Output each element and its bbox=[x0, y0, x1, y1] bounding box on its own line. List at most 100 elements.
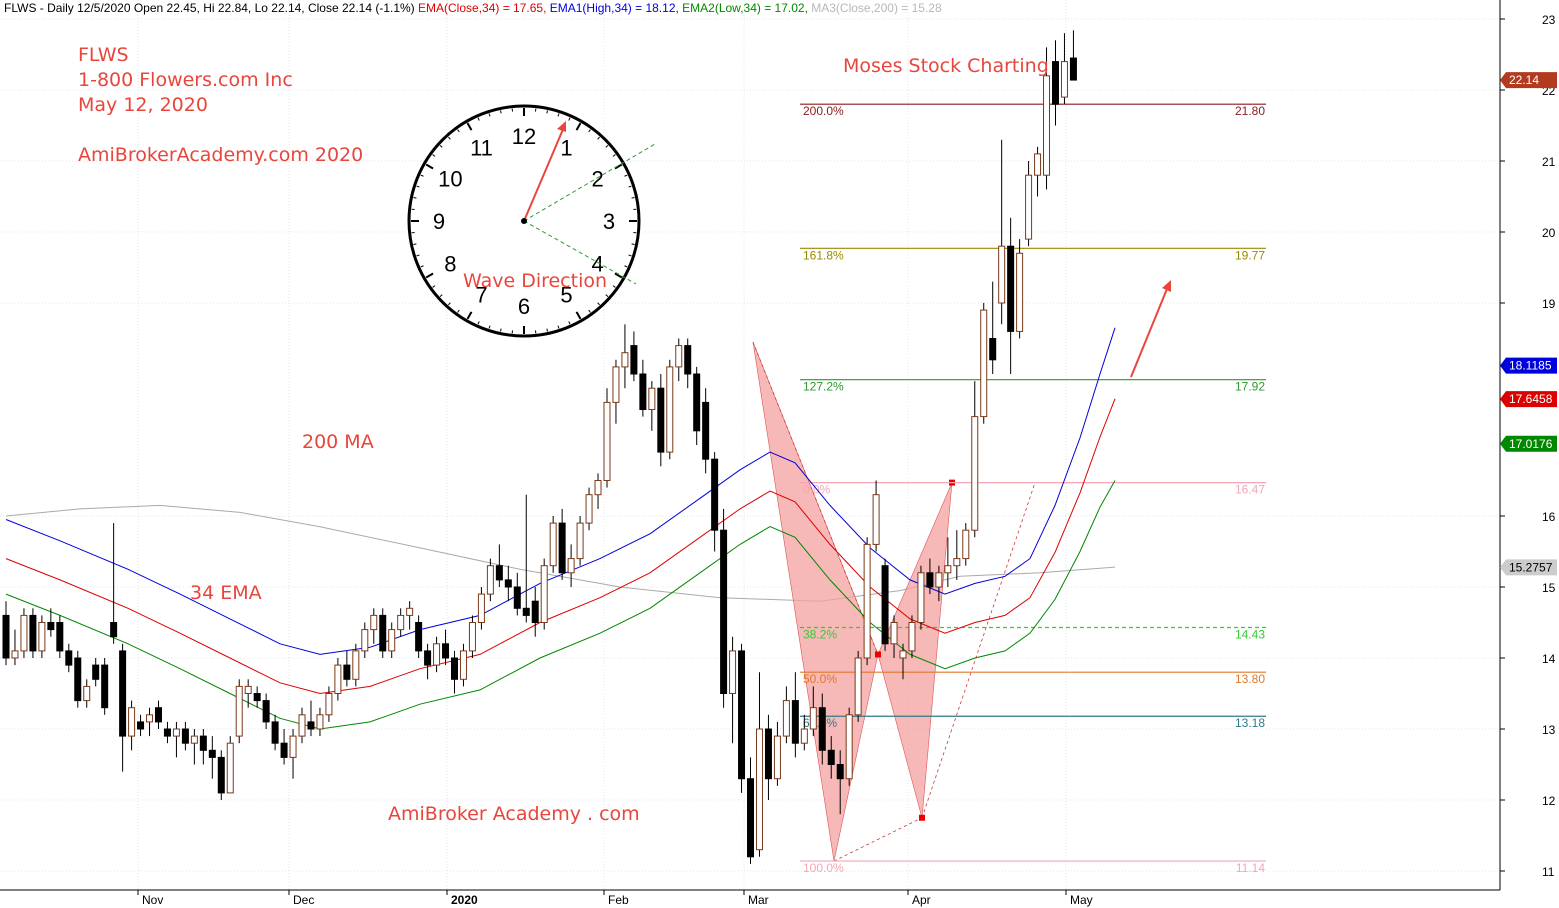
ema-close-line bbox=[5, 398, 1116, 695]
price-tick-label: 20 bbox=[1542, 226, 1556, 240]
candle-body-up bbox=[83, 685, 91, 702]
candle bbox=[755, 672, 763, 857]
candle-body-up bbox=[1060, 61, 1068, 98]
fib-value-label: 17.92 bbox=[1235, 380, 1265, 394]
candle bbox=[702, 388, 710, 474]
candle-body-down bbox=[881, 565, 889, 645]
candle bbox=[971, 381, 979, 538]
candle bbox=[881, 558, 889, 651]
fib-value-label: 21.80 bbox=[1235, 104, 1265, 118]
clock-tick bbox=[488, 325, 491, 329]
clock-tick bbox=[568, 117, 571, 121]
clock-tick bbox=[631, 243, 635, 245]
clock-tick bbox=[477, 321, 480, 325]
candle-body-up bbox=[944, 565, 952, 574]
date-tick-label: May bbox=[1070, 893, 1093, 907]
date-tick-label: Dec bbox=[293, 893, 314, 907]
candle bbox=[83, 679, 91, 708]
candle bbox=[558, 508, 566, 580]
candle bbox=[612, 359, 620, 424]
value-tag: 17.6458 bbox=[1500, 391, 1557, 408]
fib-pct-label: 100.0% bbox=[803, 861, 844, 875]
price-tick-label: 16 bbox=[1542, 510, 1556, 524]
clock-tick bbox=[631, 197, 635, 199]
candle-body-up bbox=[953, 558, 961, 567]
candle bbox=[137, 714, 145, 737]
candle bbox=[917, 565, 925, 630]
candle-body-down bbox=[747, 778, 755, 858]
clock-tick bbox=[432, 154, 436, 157]
candle-body-up bbox=[146, 714, 154, 723]
candle-body-up bbox=[1034, 153, 1042, 176]
fib-value-label: 11.14 bbox=[1236, 861, 1265, 875]
candle bbox=[334, 658, 342, 701]
candle-body-up bbox=[729, 650, 737, 695]
value-tag-label: 15.2757 bbox=[1509, 560, 1553, 574]
clock-number: 9 bbox=[433, 209, 445, 234]
candle bbox=[809, 686, 817, 737]
candle-body-up bbox=[38, 622, 46, 652]
candle bbox=[1034, 146, 1042, 197]
candle bbox=[289, 729, 297, 779]
candle bbox=[738, 643, 746, 793]
header-ema-low: EMA2(Low,34) = 17.02, bbox=[678, 1, 808, 15]
clock-tick bbox=[457, 309, 460, 313]
candle-body-down bbox=[639, 373, 647, 410]
candle bbox=[854, 650, 862, 722]
candle bbox=[531, 587, 539, 637]
price-tick-label: 21 bbox=[1542, 155, 1556, 169]
candle bbox=[630, 331, 638, 382]
candle bbox=[92, 658, 100, 687]
candle-body-down bbox=[1007, 245, 1015, 332]
clock-tick bbox=[624, 265, 628, 268]
clock-number: 11 bbox=[470, 135, 493, 160]
candle-body-down bbox=[29, 614, 37, 652]
candle bbox=[298, 707, 306, 744]
candle bbox=[217, 750, 225, 800]
clock-hand-green-up bbox=[523, 143, 656, 222]
candle bbox=[872, 480, 880, 552]
candle-body-down bbox=[2, 614, 10, 659]
candle-body-up bbox=[872, 494, 880, 545]
candle bbox=[271, 714, 279, 751]
candle bbox=[208, 736, 216, 779]
candle bbox=[513, 572, 521, 616]
candle-body-down bbox=[280, 742, 288, 758]
candle bbox=[459, 643, 467, 687]
candle-body-up bbox=[648, 387, 656, 411]
candle-body-up bbox=[1025, 174, 1033, 240]
candle-body-down bbox=[92, 664, 100, 680]
candle bbox=[433, 636, 441, 673]
candle bbox=[119, 643, 127, 772]
clock-tick bbox=[614, 272, 623, 279]
candle bbox=[944, 537, 952, 587]
value-tag-label: 18.1185 bbox=[1509, 359, 1552, 373]
candle-body-down bbox=[1051, 61, 1059, 105]
candle-body-up bbox=[998, 245, 1006, 304]
pattern-dotted-ac bbox=[833, 817, 923, 862]
candle-body-down bbox=[217, 756, 225, 794]
candle bbox=[226, 736, 234, 794]
candle bbox=[603, 388, 611, 488]
date-tick-label: Feb bbox=[608, 893, 629, 907]
candle bbox=[11, 629, 19, 666]
candle bbox=[836, 750, 844, 815]
date-tick-label: Mar bbox=[748, 893, 769, 907]
clock-number: 5 bbox=[560, 283, 572, 308]
candle bbox=[1069, 30, 1077, 81]
clock-tick bbox=[614, 163, 623, 170]
candle-body-down bbox=[451, 657, 458, 680]
candle bbox=[773, 721, 781, 786]
clock-tick bbox=[466, 122, 473, 131]
candle-body-down bbox=[442, 643, 450, 659]
candle bbox=[567, 544, 575, 587]
candle bbox=[110, 523, 118, 644]
candle-body-down bbox=[827, 749, 835, 765]
value-tag-bg bbox=[1500, 72, 1557, 89]
clock-tick bbox=[557, 325, 560, 329]
clock-tick bbox=[420, 174, 424, 177]
candle-body-down bbox=[253, 693, 261, 702]
candle bbox=[477, 587, 485, 630]
candle bbox=[863, 537, 871, 666]
